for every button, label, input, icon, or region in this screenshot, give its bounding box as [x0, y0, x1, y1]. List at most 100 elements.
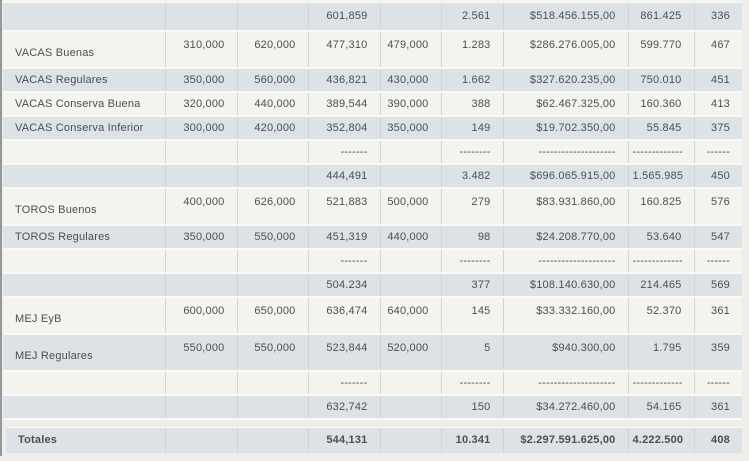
value-cell: 451 — [693, 68, 742, 93]
value-cell — [236, 249, 308, 274]
value-cell: $33.332.160,00 — [502, 297, 628, 335]
value-cell — [379, 3, 441, 32]
table-area: 601,859 2.561 $518.456.155,00 861.425 336 VAC… — [3, 0, 742, 453]
value-cell — [379, 249, 441, 274]
value-cell: 54.165 — [627, 395, 694, 420]
value-cell: $940.300,00 — [502, 334, 628, 372]
value-cell: 601,859 — [307, 3, 380, 32]
value-cell: ------ — [693, 371, 742, 396]
value-cell — [164, 395, 237, 420]
subtotal-row: 601,859 2.561 $518.456.155,00 861.425 336 — [3, 3, 742, 32]
value-cell: 55.845 — [627, 116, 694, 141]
value-cell: -------------------- — [502, 140, 628, 165]
value-cell: 361 — [693, 395, 742, 420]
value-cell: 544,131 — [307, 427, 380, 453]
category-row: MEJ Regulares 550,000 550,000 523,844 520,00… — [3, 334, 742, 372]
value-cell: 632,742 — [307, 395, 380, 420]
category-cell — [3, 371, 165, 396]
value-cell: 361 — [693, 297, 742, 335]
value-cell: 310,000 — [164, 31, 237, 69]
value-cell — [379, 164, 441, 189]
value-cell: 400,000 — [164, 188, 237, 226]
category-cell: VACAS Buenas — [3, 31, 165, 69]
value-cell: 279 — [440, 188, 503, 226]
table-left-border — [0, 0, 2, 456]
value-cell: ------------- — [627, 371, 694, 396]
previous-row-edge — [3, 0, 742, 3]
category-row: TOROS Regulares 350,000 550,000 451,319 440,… — [3, 225, 742, 250]
value-cell — [379, 140, 441, 165]
value-cell: 600,000 — [164, 297, 237, 335]
category-cell — [3, 249, 165, 274]
value-cell: $19.702.350,00 — [502, 116, 628, 141]
value-cell: -------- — [440, 371, 503, 396]
value-cell — [236, 395, 308, 420]
value-cell — [236, 273, 308, 298]
category-cell — [3, 273, 165, 298]
category-cell: VACAS Conserva Inferior — [3, 116, 165, 141]
value-cell — [379, 371, 441, 396]
value-cell: 504.234 — [307, 273, 380, 298]
value-cell: 320,000 — [164, 92, 237, 117]
category-cell — [3, 3, 165, 32]
value-cell: $518.456.155,00 — [502, 3, 628, 32]
value-cell: 52.370 — [627, 297, 694, 335]
category-cell: VACAS Regulares — [3, 68, 165, 93]
value-cell: 547 — [693, 225, 742, 250]
category-row: VACAS Conserva Buena 320,000 440,000 389,54… — [3, 92, 742, 117]
value-cell: 436,821 — [307, 68, 380, 93]
value-cell: 467 — [693, 31, 742, 69]
value-cell: 149 — [440, 116, 503, 141]
value-cell: 430,000 — [379, 68, 441, 93]
value-cell: 640,000 — [379, 297, 441, 335]
value-cell: 377 — [440, 273, 503, 298]
value-cell — [164, 427, 237, 453]
value-cell: 550,000 — [236, 334, 308, 372]
value-cell: 520,000 — [379, 334, 441, 372]
value-cell: 521,883 — [307, 188, 380, 226]
value-cell: 444,491 — [307, 164, 380, 189]
value-cell: ------ — [693, 249, 742, 274]
value-cell — [379, 427, 441, 453]
value-cell — [164, 140, 237, 165]
value-cell: 359 — [693, 334, 742, 372]
value-cell: 626,000 — [236, 188, 308, 226]
separator-row: ------- -------- -------------------- -----… — [3, 371, 742, 396]
value-cell: -------- — [440, 140, 503, 165]
value-cell — [379, 395, 441, 420]
value-cell: 477,310 — [307, 31, 380, 69]
value-cell: 10.341 — [440, 427, 503, 453]
value-cell: ------- — [307, 140, 380, 165]
value-cell — [236, 427, 308, 453]
subtotal-row: 632,742 150 $34.272.460,00 54.165 361 — [3, 395, 742, 420]
value-cell: 352,804 — [307, 116, 380, 141]
value-cell: $108.140.630,00 — [502, 273, 628, 298]
value-cell: 145 — [440, 297, 503, 335]
value-cell: 336 — [693, 3, 742, 32]
value-cell — [164, 371, 237, 396]
category-row: MEJ EyB 600,000 650,000 636,474 640,000 145 $3… — [3, 297, 742, 335]
value-cell: ------- — [307, 371, 380, 396]
value-cell: 150 — [440, 395, 503, 420]
value-cell: $62.467.325,00 — [502, 92, 628, 117]
value-cell: 550,000 — [164, 334, 237, 372]
value-cell: ------------- — [627, 249, 694, 274]
value-cell — [164, 3, 237, 32]
value-cell: 375 — [693, 116, 742, 141]
value-cell: 1.795 — [627, 334, 694, 372]
value-cell: 98 — [440, 225, 503, 250]
value-cell — [164, 273, 237, 298]
value-cell — [236, 3, 308, 32]
value-cell: 451,319 — [307, 225, 380, 250]
category-row: VACAS Conserva Inferior 300,000 420,000 352… — [3, 116, 742, 141]
totals-table: Totales 544,131 10.341 $2.297.591.625,00 4.2… — [6, 427, 742, 453]
value-cell — [236, 164, 308, 189]
value-cell: ------ — [693, 140, 742, 165]
value-cell: 3.482 — [440, 164, 503, 189]
value-cell: 620,000 — [236, 31, 308, 69]
value-cell — [164, 164, 237, 189]
category-row: VACAS Buenas 310,000 620,000 477,310 479,000… — [3, 31, 742, 69]
value-cell: 350,000 — [379, 116, 441, 141]
category-cell: MEJ EyB — [3, 297, 165, 335]
